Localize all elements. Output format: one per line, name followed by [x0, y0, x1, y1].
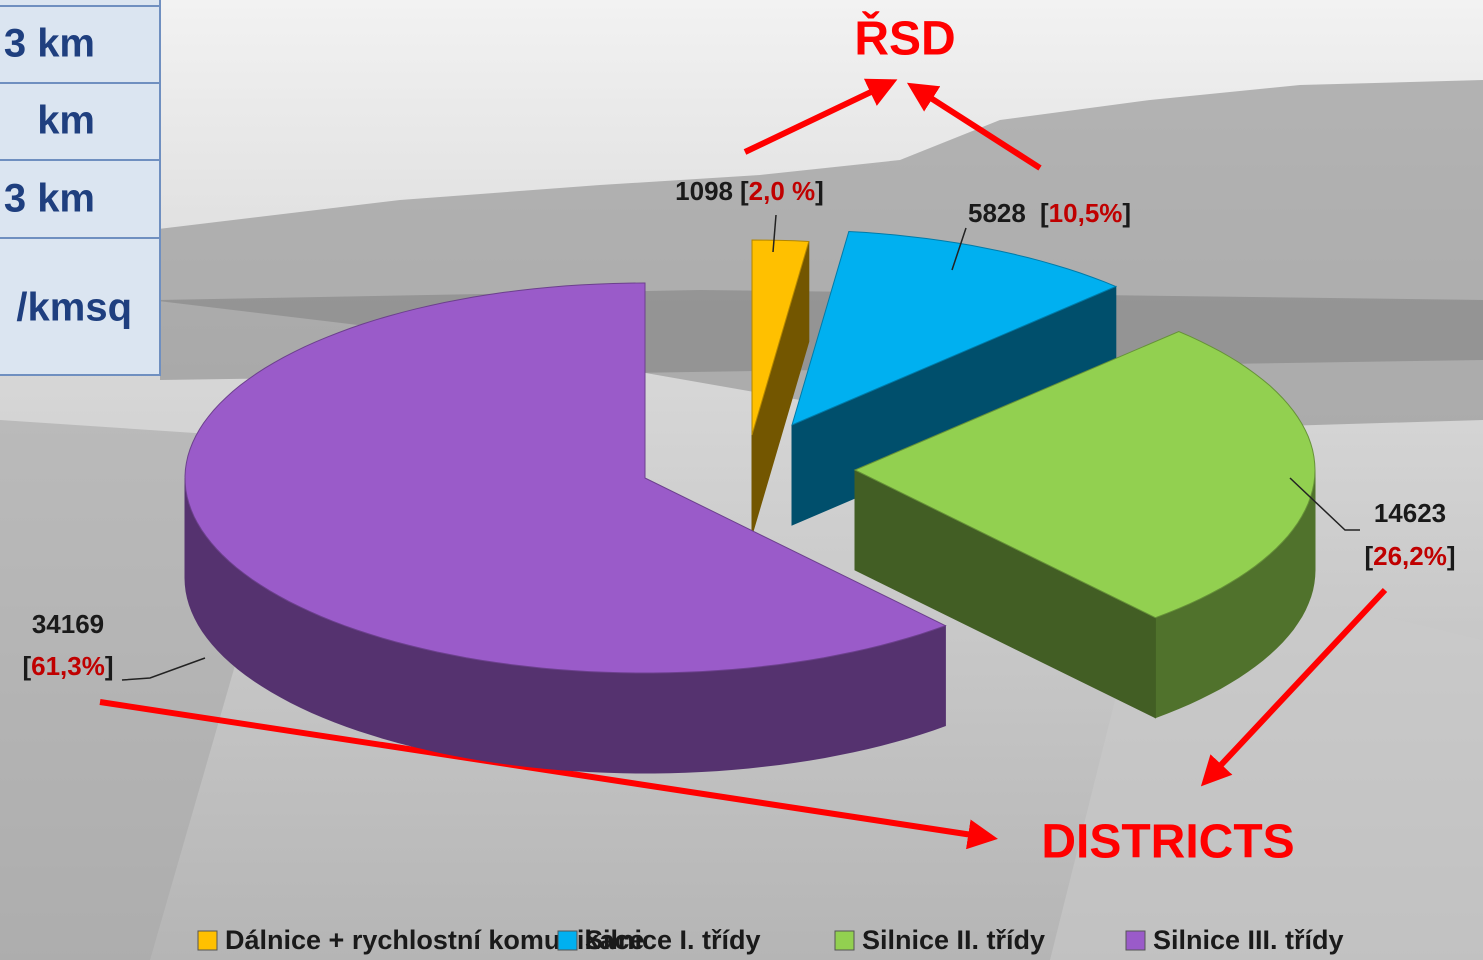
annotation: ŘSD	[854, 11, 955, 66]
legend-swatch	[198, 931, 217, 950]
legend-swatch	[1126, 931, 1145, 950]
annotation: DISTRICTS	[1041, 816, 1294, 869]
data-label: 34169	[32, 609, 104, 639]
data-label: 1098	[675, 176, 733, 206]
data-label: 14623	[1374, 498, 1446, 528]
percent-label: [61,3%]	[22, 651, 113, 681]
percent-label: [26,2%]	[1364, 541, 1455, 571]
table-cell: 3 km	[4, 177, 95, 221]
percent-label: [10,5%]	[1040, 198, 1131, 228]
percent-label: [2,0 %]	[740, 176, 824, 206]
legend-swatch	[835, 931, 854, 950]
page: {"chart_data": {"type": "pie3d", "catego…	[0, 0, 1483, 960]
legend-label: Silnice II. třídy	[862, 925, 1045, 955]
legend-swatch	[558, 931, 577, 950]
table-cell: /kmsq	[16, 286, 132, 330]
data-label: 5828	[968, 198, 1026, 228]
chart: 3 km km 3 km /kmsq ŘSD DISTRICTS 1098[2,…	[0, 0, 1483, 960]
table-fragment: 3 km km 3 km /kmsq	[0, 0, 160, 375]
legend-label: Silnice I. třídy	[585, 925, 761, 955]
legend-label: Silnice III. třídy	[1153, 925, 1344, 955]
table-cell: 3 km	[4, 22, 95, 66]
table-cell: km	[37, 99, 95, 143]
legend-label: Dálnice + rychlostní komunikace	[225, 925, 644, 955]
